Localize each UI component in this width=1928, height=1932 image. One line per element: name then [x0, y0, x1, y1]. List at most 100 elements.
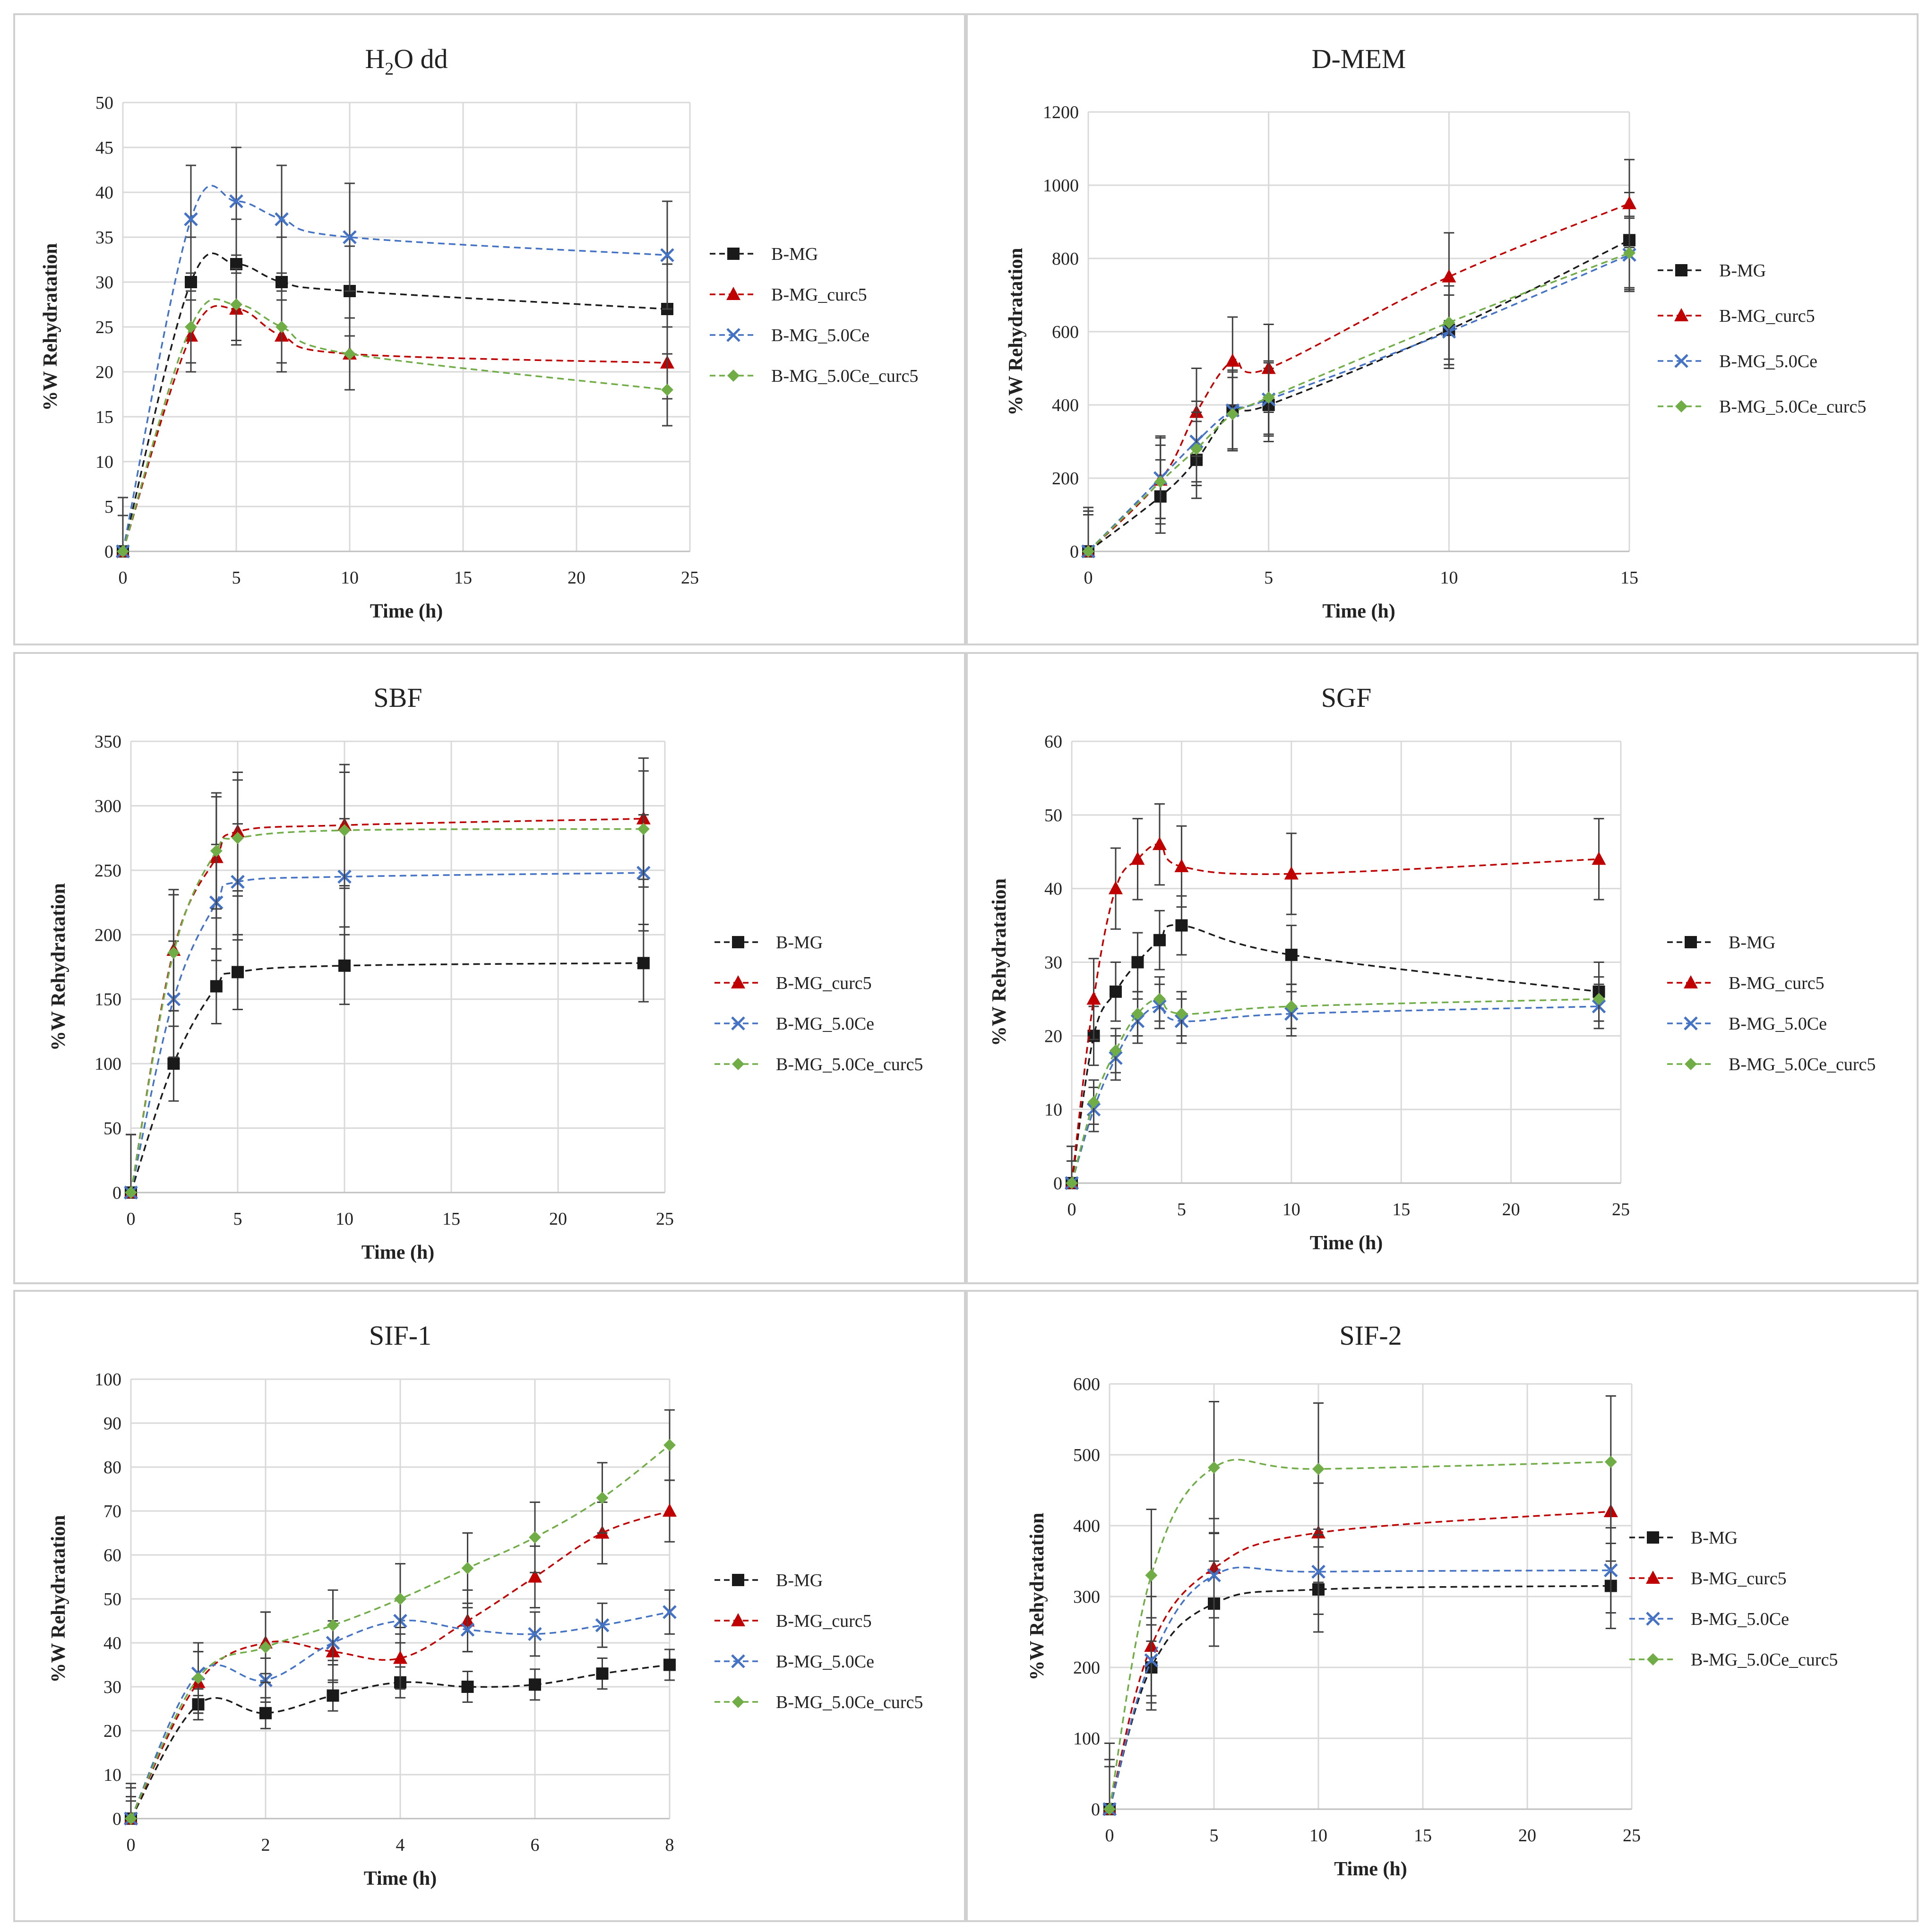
sgf-xlabel: Time (h): [1310, 1232, 1383, 1254]
sbf-xtick-10: 10: [336, 1209, 353, 1229]
d-mem-xtick-0: 0: [1084, 568, 1093, 588]
chart-panel-dmem: D-MEM 0 200 400 600 800 1000 1200 0 5 10 15 Time (h)…: [966, 13, 1919, 645]
h2o-dd-title-main: H: [365, 43, 385, 74]
h2o-dd-ytick-40: 40: [95, 183, 113, 203]
h2o-dd-xtick-20: 20: [568, 568, 585, 588]
sif-1-b-mg-point-5: [461, 1681, 474, 1693]
sif-2-ytick-400: 400: [1073, 1516, 1100, 1536]
sif-1-ytick-50: 50: [103, 1589, 121, 1609]
h2o-dd-ytick-20: 20: [95, 362, 113, 382]
sif-2-b-mg-5-0ce-point-3-stroke-b: [1311, 1564, 1326, 1579]
sgf-b-mg-point-2: [1109, 985, 1122, 998]
sif-1-ytick-100: 100: [95, 1370, 121, 1390]
sif-1-legend-b-mg-5-0ce-marker-stroke-b: [731, 1654, 745, 1668]
sgf-b-mg-5-0ce-series: [1065, 983, 1606, 1190]
d-mem-legend-b-mg-curc5-label: B-MG_curc5: [1719, 306, 1815, 326]
h2o-dd-b-mg-5-0ce-point-2: [229, 194, 243, 208]
sgf-xtick-0: 0: [1067, 1200, 1076, 1219]
sbf-ytick-100: 100: [95, 1054, 121, 1074]
sif-2-title: SIF-2: [1339, 1320, 1402, 1351]
sbf-b-mg-5-0ce-curc5-point-0: [125, 1186, 137, 1199]
sbf-xtick-25: 25: [656, 1209, 674, 1229]
d-mem-ytick-200: 200: [1052, 469, 1079, 489]
sif-2-legend-b-mg-5-0ce-marker-stroke-b: [1646, 1612, 1660, 1626]
d-mem-ytick-0: 0: [1070, 542, 1079, 562]
sif-2-b-mg-curc5-line: [1109, 1511, 1611, 1810]
sif-1-ytick-10: 10: [103, 1765, 121, 1785]
h2o-dd-b-mg-curc5-series: [116, 272, 674, 557]
sif-2-ytick-0: 0: [1091, 1800, 1100, 1820]
sbf-title: SBF: [373, 682, 422, 713]
sgf-legend-b-mg-curc5-marker: [1684, 975, 1698, 988]
sif-2-b-mg-5-0ce-point-4: [1604, 1563, 1618, 1578]
sif-1-legend-b-mg-5-0ce-marker: [731, 1654, 745, 1668]
sif-2-b-mg-5-0ce-curc5-point-4: [1604, 1456, 1617, 1468]
sgf-legend-b-mg-curc5-label: B-MG_curc5: [1729, 973, 1825, 993]
sgf-b-mg-5-0ce-curc5-line: [1071, 998, 1599, 1184]
h2o-dd-b-mg-5-0ce-point-2-stroke-b: [229, 194, 243, 208]
sif-2-b-mg-5-0ce-point-2: [1207, 1568, 1221, 1582]
d-mem-b-mg-5-0ce-line: [1087, 254, 1630, 552]
sbf-xtick-15: 15: [442, 1209, 460, 1229]
sgf-xtick-15: 15: [1392, 1200, 1410, 1219]
d-mem-legend-b-mg-5-0ce-marker-stroke-b: [1674, 354, 1688, 368]
d-mem-b-mg-series: [1082, 192, 1635, 558]
sbf-ytick-300: 300: [95, 796, 121, 816]
sbf-b-mg-5-0ce-curc5-point-2: [210, 844, 223, 857]
sif-2-legend-b-mg-5-0ce-marker: [1646, 1612, 1660, 1626]
sif-1-legend-b-mg-5-0ce-curc5-label: B-MG_5.0Ce_curc5: [776, 1692, 923, 1712]
sif-1-b-mg-5-0ce-curc5-point-2: [259, 1641, 272, 1654]
sgf-b-mg-curc5-point-4: [1152, 837, 1167, 850]
h2o-dd-legend-b-mg-curc5-label: B-MG_curc5: [771, 285, 867, 305]
sif-2-b-mg-5-0ce-curc5-point-1: [1145, 1569, 1158, 1581]
sif-1-b-mg-5-0ce-point-8-stroke-b: [663, 1605, 677, 1619]
sgf-ytick-20: 20: [1044, 1026, 1062, 1046]
sif-1-b-mg-5-0ce-point-6: [528, 1627, 542, 1641]
sif-2-xtick-5: 5: [1210, 1826, 1219, 1846]
sgf-b-mg-5-0ce-line: [1071, 1005, 1599, 1184]
sgf-legend: B-MG B-MG_curc5 B-MG_5.0Ce B-MG_5.0Ce_curc5: [1667, 933, 1876, 1074]
sif-2-xtick-10: 10: [1309, 1826, 1327, 1846]
sif-2-b-mg-5-0ce-series: [1102, 1527, 1618, 1816]
sif-2-ytick-600: 600: [1073, 1374, 1100, 1394]
d-mem-ylabel: %W Rehydratation: [1005, 248, 1027, 415]
h2o-dd-ytick-30: 30: [95, 273, 113, 292]
d-mem-b-mg-5-0ce-curc5-line: [1087, 252, 1630, 552]
h2o-dd-b-mg-5-0ce-curc5-point-5: [661, 384, 673, 396]
sif-1-b-mg-5-0ce-point-5-stroke-b: [460, 1623, 475, 1637]
sif-1-b-mg-5-0ce-point-7-stroke-b: [595, 1618, 610, 1632]
sif-2-legend-b-mg-5-0ce-label: B-MG_5.0Ce: [1691, 1609, 1789, 1629]
h2o-dd-legend-b-mg-5-0ce-marker: [726, 328, 740, 342]
sbf-legend-b-mg-label: B-MG: [776, 933, 823, 953]
sif-2-b-mg-5-0ce-curc5-errorbar-0: [1104, 1743, 1115, 1810]
h2o-dd-b-mg-line: [122, 252, 668, 552]
h2o-dd-b-mg-5-0ce-curc5-point-1: [185, 321, 197, 333]
chart-panel-sif1: SIF-1 0 10 20 30 40 50 60 70 80 90 100 0 2 4 6 8 Time (h)…: [13, 1290, 966, 1922]
sbf-grid: [130, 740, 666, 1194]
sgf-b-mg-5-0ce-curc5-point-2: [1109, 1044, 1122, 1057]
sif-2-legend-b-mg-curc5-marker: [1646, 1571, 1660, 1584]
sif-1-b-mg-curc5-point-6: [528, 1569, 542, 1583]
h2o-dd-title: H2O dd: [365, 43, 448, 79]
sbf-legend-b-mg-5-0ce-curc5-label: B-MG_5.0Ce_curc5: [776, 1055, 923, 1074]
sif-1-b-mg-5-0ce-curc5-point-5: [461, 1562, 474, 1574]
sif-1-legend: B-MG B-MG_curc5 B-MG_5.0Ce B-MG_5.0Ce_curc5: [714, 1571, 923, 1712]
h2o-dd-ytick-15: 15: [95, 407, 113, 427]
sgf-b-mg-curc5-line: [1071, 843, 1599, 1184]
h2o-dd-b-mg-5-0ce-point-5-stroke-b: [660, 248, 674, 262]
h2o-dd-b-mg-5-0ce-point-3: [275, 212, 289, 226]
sif-1-legend-b-mg-5-0ce-label: B-MG_5.0Ce: [776, 1652, 874, 1672]
sgf-legend-b-mg-5-0ce-marker-stroke-b: [1684, 1016, 1698, 1030]
h2o-dd-b-mg-5-0ce-curc5-point-4: [344, 348, 356, 360]
sif-1-b-mg-5-0ce-curc5-point-0: [125, 1812, 137, 1825]
d-mem-b-mg-5-0ce-curc5-point-0: [1082, 545, 1094, 558]
chart-sgf-svg: SGF 0 10 20 30 40 50 60 0 5 10 15 20 25 Time (h) %W Reh…: [989, 682, 1876, 1254]
h2o-dd-xtick-10: 10: [341, 568, 359, 588]
sgf-b-mg-curc5-series: [1065, 803, 1606, 1189]
h2o-dd-xtick-0: 0: [119, 568, 128, 588]
sif-1-xtick-8: 8: [665, 1835, 674, 1855]
sgf-xtick-5: 5: [1177, 1200, 1186, 1219]
sif-1-xtick-4: 4: [396, 1835, 405, 1855]
chart-panel-h2o: H2O dd 0 5 10 15 20 25 30 35 40 45 50 0 5 10 15 20 25 Time…: [13, 13, 966, 645]
sif-2-xtick-20: 20: [1518, 1826, 1536, 1846]
